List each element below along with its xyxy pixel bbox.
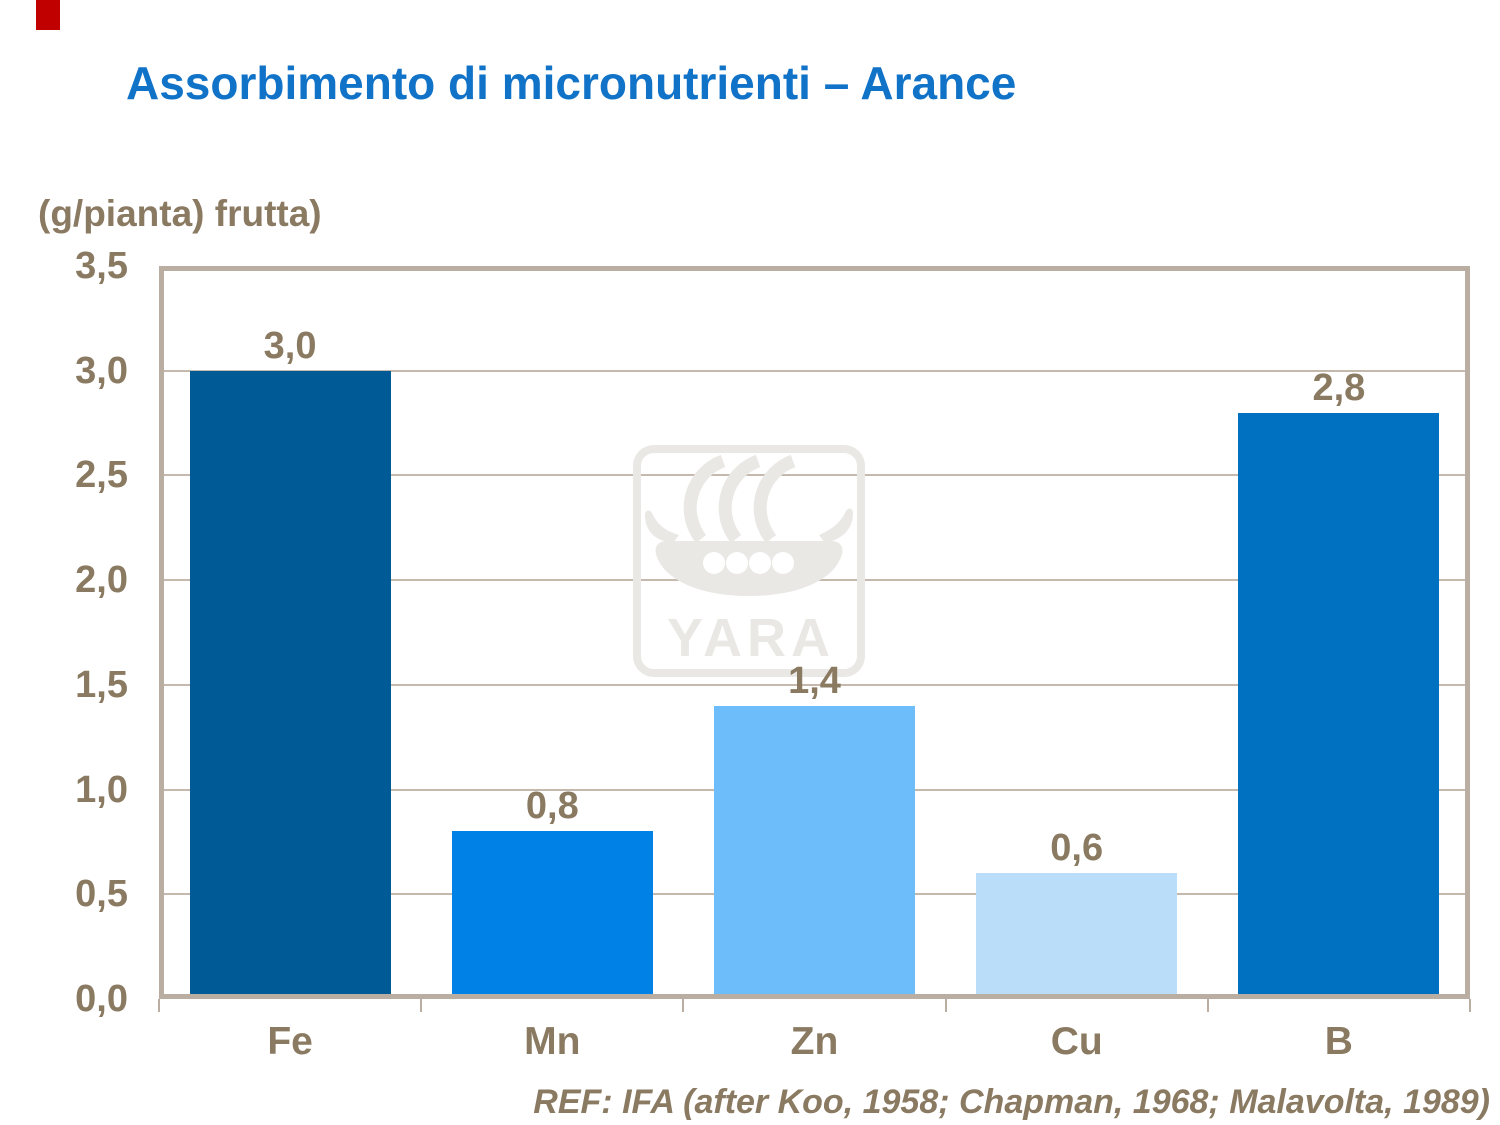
bar-B bbox=[1238, 412, 1440, 999]
x-axis-category-label-B: B bbox=[1324, 1020, 1353, 1063]
gridline bbox=[159, 474, 1470, 477]
x-axis-tick-mark bbox=[158, 999, 160, 1012]
x-axis-category-label-Cu: Cu bbox=[1050, 1020, 1103, 1063]
y-axis-tick-label: 3,5 bbox=[75, 245, 128, 287]
bar-Mn bbox=[451, 831, 653, 999]
shield-icons bbox=[703, 552, 794, 574]
x-axis-category-label-Mn: Mn bbox=[524, 1020, 581, 1063]
reference-citation: REF: IFA (after Koo, 1958; Chapman, 1968… bbox=[533, 1083, 1490, 1121]
watermark-frame bbox=[633, 445, 865, 677]
gridline bbox=[159, 369, 1470, 372]
x-axis-tick-mark bbox=[944, 999, 947, 1012]
bar-value-label-Cu: 0,6 bbox=[1050, 827, 1104, 870]
yara-watermark-logo: YARA bbox=[633, 445, 865, 677]
sail-icon bbox=[683, 454, 726, 544]
bar-Cu bbox=[976, 873, 1178, 999]
x-axis-tick-mark bbox=[1469, 999, 1471, 1012]
y-axis-tick-label: 2,5 bbox=[75, 454, 128, 497]
bar-value-label-Zn: 1,4 bbox=[788, 659, 841, 702]
brand-accent-mark bbox=[36, 0, 60, 30]
hull-icon bbox=[645, 508, 853, 596]
y-axis-tick-label: 2,0 bbox=[75, 559, 128, 602]
y-axis-tick-label: 3,0 bbox=[75, 349, 128, 392]
y-axis-tick-label: 0,5 bbox=[75, 873, 128, 916]
x-axis-tick-mark bbox=[420, 999, 423, 1012]
x-axis-category-label-Zn: Zn bbox=[790, 1020, 839, 1063]
bar-value-label-Mn: 0,8 bbox=[525, 785, 579, 828]
chart-title: Assorbimento di micronutrienti – Arance bbox=[126, 57, 1017, 109]
x-axis-tick-mark bbox=[1206, 999, 1209, 1012]
bar-Fe bbox=[189, 370, 391, 999]
watermark-wordmark: YARA bbox=[667, 608, 835, 668]
gridline bbox=[159, 683, 1470, 686]
bar-value-label-Fe: 3,0 bbox=[263, 324, 317, 367]
bow-curl-icon bbox=[819, 508, 853, 543]
y-axis-tick-label: 1,5 bbox=[75, 663, 128, 706]
y-axis-tick-label: 0,0 bbox=[75, 978, 128, 1020]
x-axis-category-label-Fe: Fe bbox=[267, 1020, 313, 1063]
bar-Zn bbox=[714, 705, 915, 999]
sail-icon bbox=[718, 454, 761, 544]
y-axis-tick-label: 1,0 bbox=[75, 768, 128, 811]
sail-icon bbox=[753, 454, 796, 544]
stern-curl-icon bbox=[645, 510, 679, 543]
y-axis-unit-label: (g/pianta) frutta) bbox=[38, 193, 322, 234]
bar-value-label-B: 2,8 bbox=[1312, 366, 1366, 409]
viking-ship-icon bbox=[683, 454, 796, 544]
x-axis-tick-mark bbox=[682, 999, 685, 1012]
